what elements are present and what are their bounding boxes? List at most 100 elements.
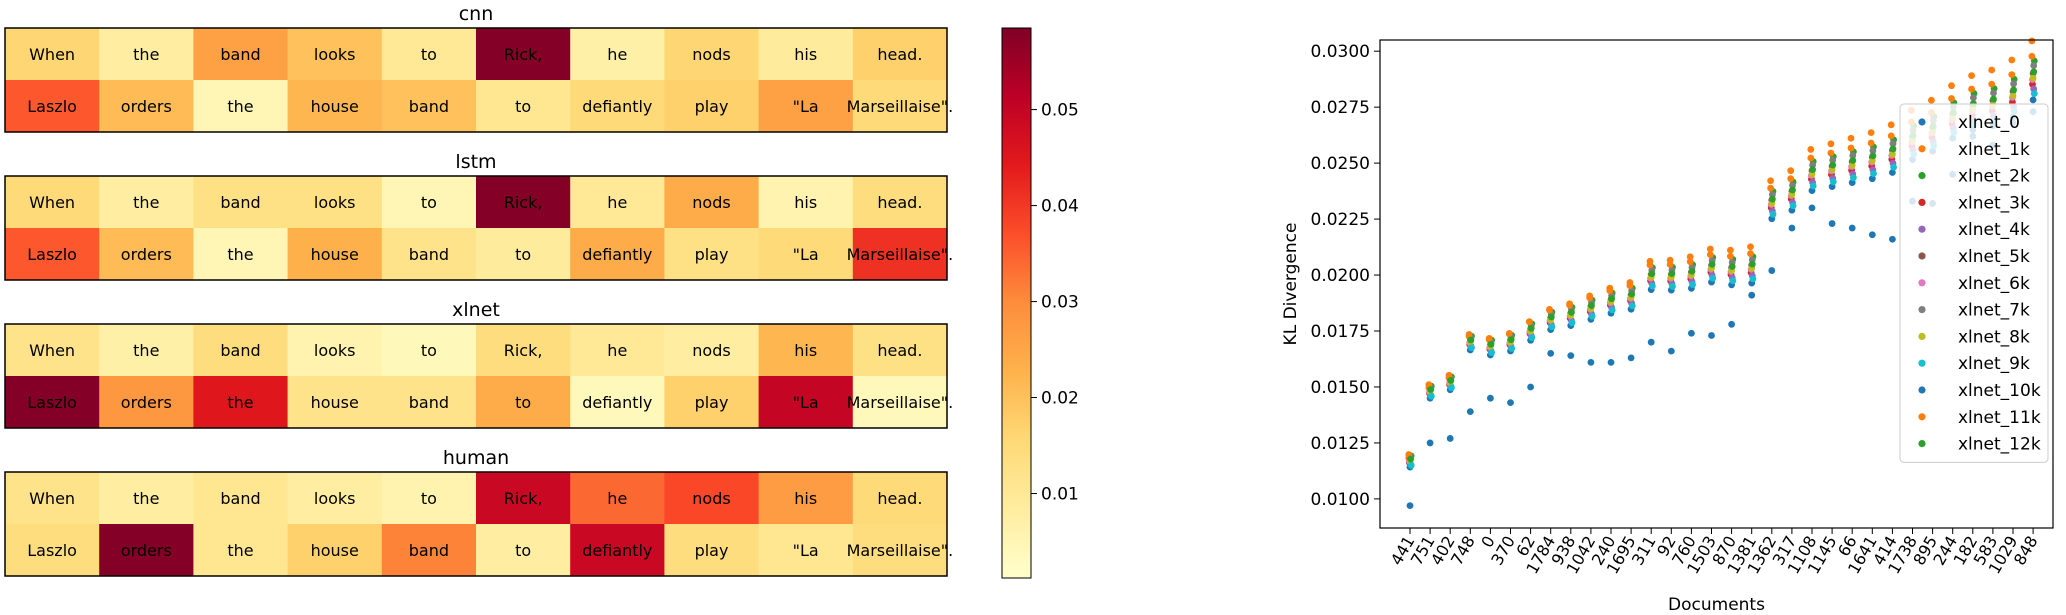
point-xlnet_12k [1507,336,1515,344]
heat-cell [476,80,571,133]
legend-marker [1918,225,1926,233]
point-xlnet_10k [1848,224,1856,232]
token-label: house [311,97,359,116]
point-xlnet_12k [1568,309,1575,316]
point-xlnet_12k [1527,324,1535,332]
x-tick-label: 848 [2010,533,2042,569]
token-label: Marseillaise". [847,97,954,116]
point-xlnet_11k [2028,52,2036,60]
heat-cell [5,176,100,229]
heat-cell [99,176,194,229]
token-label: Laszlo [27,245,77,264]
heat-cell [758,228,854,281]
token-label: "La [793,97,819,116]
heat-cell [852,228,948,281]
heat-cell [381,228,477,281]
legend-label: xlnet_2k [1958,167,2030,187]
token-label: When [29,341,75,360]
point-xlnet_12k [1889,145,1897,153]
point-xlnet_12k [1447,377,1455,384]
legend-label: xlnet_4k [1958,220,2030,240]
point-xlnet_9k [2030,90,2038,98]
token-label: looks [314,193,356,212]
point-xlnet_0 [1889,169,1896,176]
y-tick-label: 0.0225 [1311,210,1370,230]
point-xlnet_9k [1749,275,1757,283]
token-label: head. [877,341,922,360]
heat-cell [5,376,100,429]
heat-cell [476,228,571,281]
token-label: to [515,393,531,412]
token-label: Marseillaise". [847,245,954,264]
token-label: his [794,193,817,212]
panel-frame [4,323,948,429]
token-label: to [515,541,531,560]
point-xlnet_12k [1708,260,1716,268]
heat-cell [664,324,760,377]
token-label: house [311,393,359,412]
x-tick-label: 748 [1447,533,1479,569]
point-xlnet_0 [2029,96,2037,104]
point-xlnet_11k [1988,80,1996,88]
point-xlnet_11k [1867,139,1875,147]
heat-cell [758,176,854,229]
token-label: the [227,393,253,412]
token-label: defiantly [582,245,652,264]
token-label: his [794,489,817,508]
point-xlnet_10k [1446,435,1454,442]
heat-cell [5,80,100,133]
heat-cell [570,228,665,281]
token-label: the [133,489,159,508]
heat-cell [664,176,760,229]
colorbar-tick-label: 0.03 [1041,293,1079,313]
point-xlnet_11k [1546,306,1553,314]
panel-title: xlnet [452,299,500,321]
heat-cell [5,28,100,81]
y-tick-label: 0.0275 [1311,98,1370,118]
heat-cell [476,176,571,229]
attention-heatmaps: cnn When the band looks to Rick, he nods his head.… [4,3,954,577]
heat-cell [476,472,571,525]
heat-cell [193,228,289,281]
token-label: the [133,45,159,64]
token-label: Rick, [504,193,543,212]
token-label: Laszlo [27,541,77,560]
point-xlnet_12k [1688,267,1696,275]
point-xlnet_11k [2008,71,2016,79]
point-xlnet_10k [1527,383,1534,391]
heat-cell [99,28,194,81]
heat-cell [664,524,760,577]
point-xlnet_10k [1627,354,1635,362]
point-xlnet_10k [1547,349,1555,357]
heat-cell [664,376,760,429]
point-xlnet_12k [1487,340,1495,348]
point-xlnet_12k [1588,302,1595,309]
token-label: the [227,97,253,116]
point-xlnet_11k [1505,330,1513,337]
point-xlnet_9k [1427,392,1435,400]
legend-marker [1918,332,1926,340]
point-xlnet_11k [1968,85,1975,93]
point-xlnet_12k [1829,161,1837,169]
point-xlnet_7k [1829,156,1837,164]
heat-cell [99,472,194,525]
token-label: the [133,193,159,212]
point-xlnet_9k [1608,306,1616,314]
point-xlnet_11k [1727,252,1734,260]
point-xlnet_9k [1468,344,1475,352]
token-label: "La [793,245,819,264]
point-xlnet_12k [1547,313,1555,321]
colorbar-gradient [1001,27,1032,579]
point-xlnet_10k [1426,439,1434,447]
heat-cell [381,472,477,525]
token-label: When [29,193,75,212]
token-label: nods [692,341,730,360]
token-label: looks [314,45,356,64]
colorbar-tick-label: 0.05 [1041,101,1079,121]
point-xlnet_8k [2029,74,2037,82]
legend-box [1899,103,2049,463]
token-label: looks [314,489,356,508]
heat-cell [193,376,289,429]
point-xlnet_1k [1767,177,1774,185]
token-label: orders [121,541,172,560]
